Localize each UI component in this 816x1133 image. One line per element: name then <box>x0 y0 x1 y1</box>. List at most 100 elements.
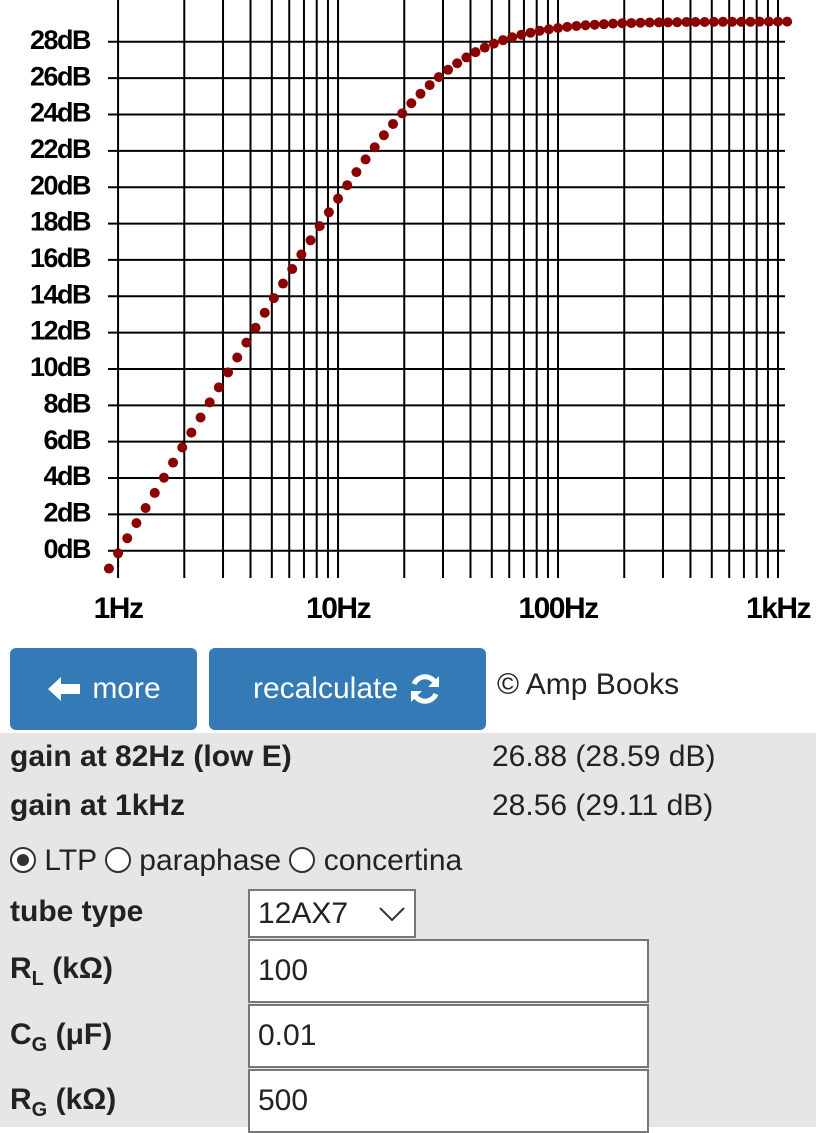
select-value: 12AX7 <box>258 896 349 930</box>
data-point <box>415 88 426 99</box>
radio[interactable] <box>10 847 36 873</box>
unit: (kΩ) <box>52 952 113 985</box>
data-point <box>699 16 710 27</box>
y-tick-label: 6dB <box>43 425 91 455</box>
data-point <box>333 193 344 204</box>
data-point <box>204 397 215 408</box>
y-tick-label: 24dB <box>30 98 91 128</box>
result-value: 26.88 (28.59 dB) <box>492 740 716 773</box>
data-point <box>653 17 664 28</box>
y-tick-label: 2dB <box>43 498 91 528</box>
data-point <box>305 235 316 246</box>
field-label: tube type <box>10 895 144 928</box>
data-point <box>388 118 399 129</box>
data-point <box>122 533 133 544</box>
copyright: © Amp Books <box>497 668 680 701</box>
chevron <box>379 906 405 921</box>
data-point <box>626 18 637 29</box>
data-point <box>617 18 628 29</box>
text-input[interactable]: 0.01 <box>248 1004 649 1068</box>
data-point <box>378 130 389 141</box>
data-point <box>314 221 325 232</box>
data-point <box>663 17 674 28</box>
text-input[interactable]: 500 <box>248 1069 649 1133</box>
y-tick-label: 0dB <box>43 534 91 564</box>
field-label: RG (kΩ) <box>10 1083 116 1122</box>
data-point <box>598 19 609 30</box>
data-point <box>773 16 784 27</box>
data-point <box>195 412 206 423</box>
data-point <box>296 249 307 260</box>
symbol: C <box>10 1018 32 1051</box>
data-point <box>562 21 573 32</box>
y-tick-label: 28dB <box>30 25 91 55</box>
data-point <box>580 20 591 31</box>
circuit-options: LTP paraphase concertina <box>10 844 462 878</box>
data-point <box>351 167 362 178</box>
radio-label: concertina <box>323 844 463 877</box>
data-point <box>488 38 499 49</box>
back-arrow-icon <box>48 677 81 701</box>
data-point <box>644 17 655 28</box>
y-tick-label: 10dB <box>30 352 91 382</box>
radio[interactable] <box>104 847 131 873</box>
data-point <box>241 337 252 348</box>
data-point <box>223 367 234 378</box>
data-point <box>727 16 738 27</box>
input-value: 500 <box>258 1084 309 1117</box>
field-label: CG (μF) <box>10 1018 112 1057</box>
data-point <box>250 322 261 333</box>
text-input[interactable]: 100 <box>248 939 649 1003</box>
y-tick-label: 20dB <box>30 170 91 200</box>
symbol: R <box>10 1083 32 1116</box>
data-point <box>177 442 188 453</box>
y-tick-label: 8dB <box>43 388 91 418</box>
x-tick-label: 10Hz <box>306 592 371 625</box>
data-point <box>608 18 619 29</box>
data-point <box>323 207 334 218</box>
data-point <box>745 16 756 27</box>
more-button[interactable]: more <box>10 648 197 730</box>
recalculate-button[interactable]: recalculate <box>209 648 486 730</box>
data-point <box>479 42 490 53</box>
data-point <box>589 19 600 30</box>
data-point <box>635 17 646 28</box>
chart: 1Hz 10Hz 100Hz 1kHz 0dB 2dB 4dB 6dB 8dB 10dB 12dB 1… <box>30 0 812 625</box>
y-tick-label: 12dB <box>30 316 91 346</box>
y-tick-label: 4dB <box>43 461 91 491</box>
data-point <box>103 563 114 574</box>
data-point <box>424 80 435 91</box>
data-point <box>360 154 371 165</box>
radio-label: paraphase <box>139 844 282 877</box>
unit: (kΩ) <box>55 1083 117 1116</box>
data-point <box>113 548 124 559</box>
data-point <box>140 503 151 514</box>
more-label: more <box>92 672 161 705</box>
data-point <box>736 16 747 27</box>
data-point <box>681 16 692 27</box>
data-point <box>543 24 554 35</box>
data-point <box>498 35 509 46</box>
data-point <box>259 307 270 318</box>
x-tick-label: 1Hz <box>94 592 143 625</box>
data-point <box>516 29 527 40</box>
unit: (μF) <box>55 1018 113 1051</box>
recalculate-label: recalculate <box>252 672 399 705</box>
refresh-icon <box>411 674 440 704</box>
data-point <box>763 16 774 27</box>
x-tick-label: 100Hz <box>518 592 598 625</box>
radio[interactable] <box>289 847 316 873</box>
y-tick-label: 14dB <box>30 279 91 309</box>
data-point <box>708 16 719 27</box>
data-point <box>232 352 243 363</box>
x-tick-label: 1kHz <box>746 592 811 625</box>
data-point <box>369 142 380 153</box>
data-point <box>718 16 729 27</box>
data-point <box>278 278 289 289</box>
data-point <box>213 382 224 393</box>
data-point <box>470 47 481 58</box>
data-point <box>287 264 298 275</box>
tube-select[interactable]: 12AX7 <box>248 889 416 938</box>
result-value: 28.56 (29.11 dB) <box>492 789 714 822</box>
data-point <box>507 32 518 43</box>
